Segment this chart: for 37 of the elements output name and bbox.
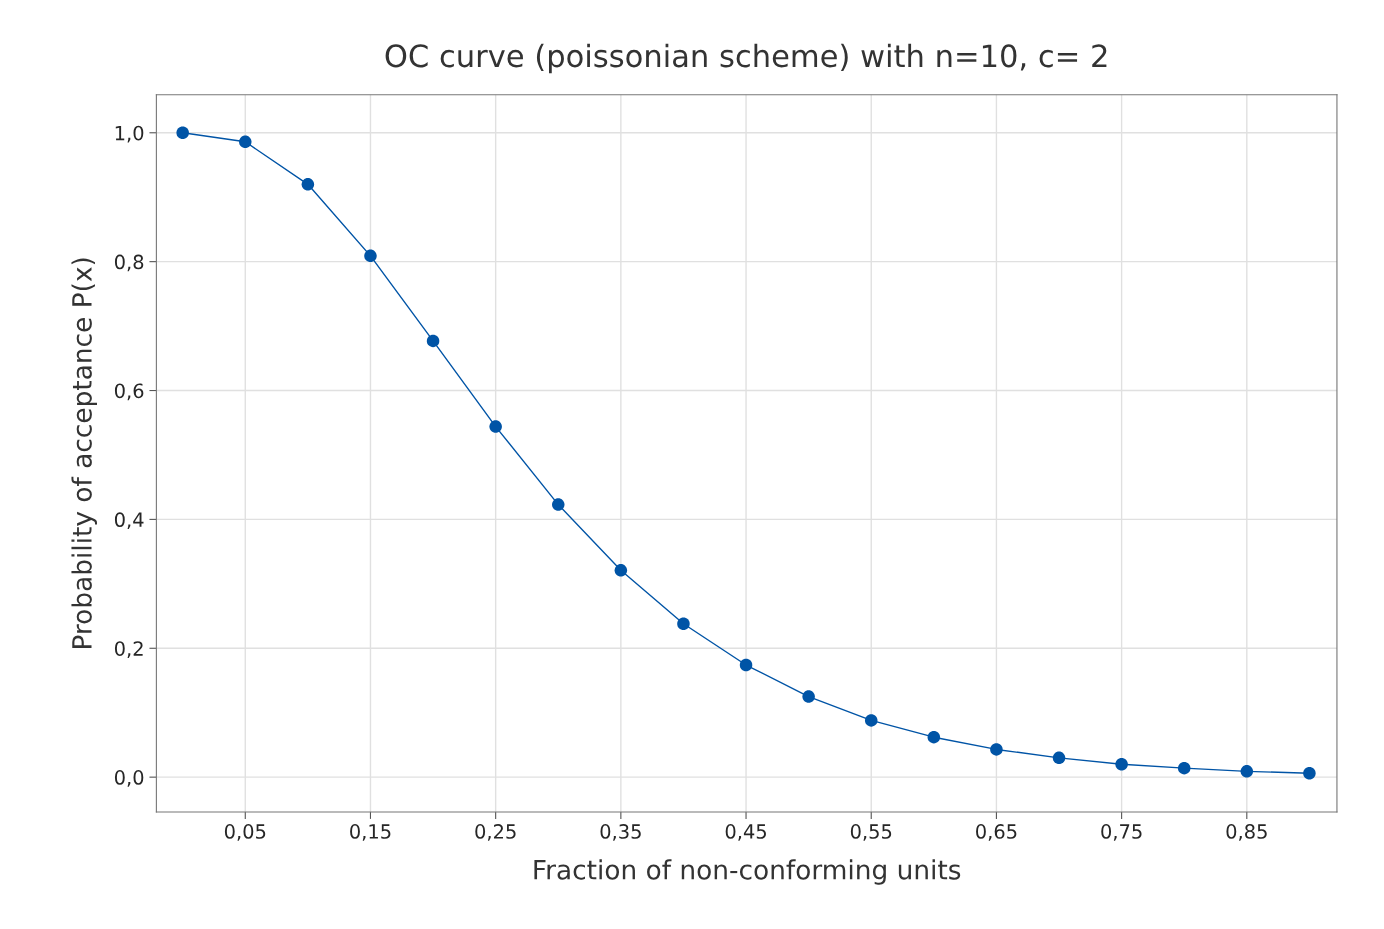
point xyxy=(552,498,565,511)
x-tick-label: 0,25 xyxy=(475,824,516,841)
point xyxy=(739,658,753,672)
point xyxy=(864,714,878,727)
point xyxy=(677,617,690,631)
point xyxy=(176,126,189,140)
x-tick-label: 0,75 xyxy=(1101,824,1142,841)
x-tick-label: 0,15 xyxy=(350,824,391,841)
y-tick-label: 0,4 xyxy=(114,512,144,530)
point xyxy=(1115,758,1128,771)
point xyxy=(426,334,440,348)
point xyxy=(239,135,252,149)
y-tick-label: 0,0 xyxy=(114,770,144,787)
y-tick-label: 1,0 xyxy=(115,125,144,143)
y-tick-label: 0,6 xyxy=(114,383,144,401)
point xyxy=(614,564,628,577)
point xyxy=(1052,751,1066,765)
point xyxy=(364,249,377,263)
point xyxy=(1240,765,1254,778)
point xyxy=(1177,761,1191,775)
x-axis-title: Fraction of non-conforming units xyxy=(534,859,961,885)
chart-title: OC curve (poissonian scheme) with n=10, c= 2 xyxy=(385,43,1107,74)
point xyxy=(990,743,1003,756)
y-tick-label: 0,8 xyxy=(114,254,144,272)
x-tick-label: 0,55 xyxy=(850,824,892,841)
x-tick-label: 0,45 xyxy=(725,824,766,841)
point xyxy=(1303,767,1316,780)
x-tick-label: 0,05 xyxy=(224,824,266,841)
y-tick-label: 0,2 xyxy=(114,641,143,658)
point xyxy=(301,178,315,191)
point xyxy=(927,730,941,744)
x-tick-label: 0,85 xyxy=(1226,824,1267,841)
y-axis-title: Probability of acceptance P(x) xyxy=(71,258,97,648)
x-tick-label: 0,65 xyxy=(976,824,1017,841)
point xyxy=(489,420,502,433)
point xyxy=(802,690,815,703)
x-tick-label: 0,35 xyxy=(600,824,641,841)
